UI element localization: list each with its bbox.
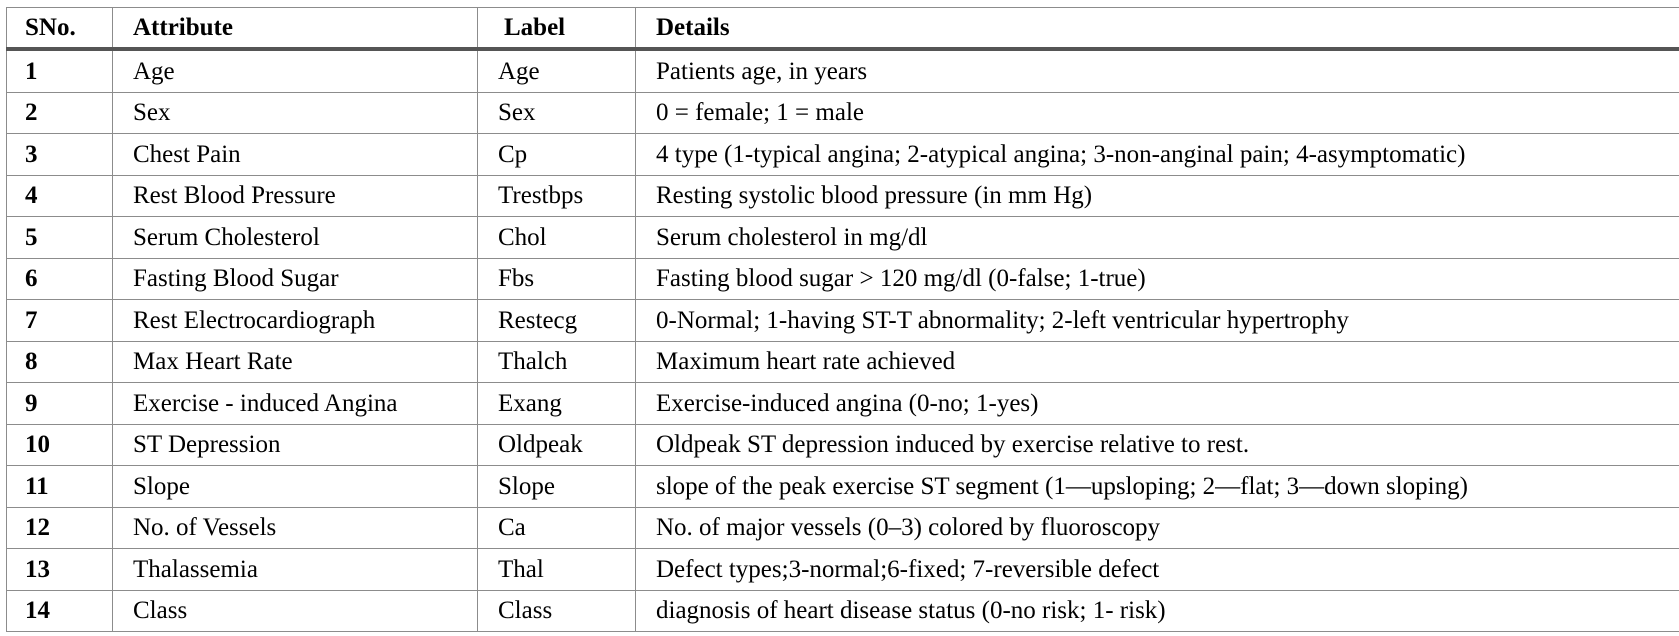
cell-label: Fbs <box>477 257 636 300</box>
cell-details: Defect types;3-normal;6-fixed; 7-reversi… <box>635 548 1679 591</box>
table-row: 11 Slope Slope slope of the peak exercis… <box>6 465 1679 508</box>
cell-details: Fasting blood sugar > 120 mg/dl (0-false… <box>635 257 1679 300</box>
cell-details: Oldpeak ST depression induced by exercis… <box>635 423 1679 466</box>
header-label: Label <box>477 7 636 51</box>
attribute-table: SNo. Attribute Label Details 1 Age Age P… <box>6 7 1679 632</box>
cell-attribute: Chest Pain <box>112 133 478 176</box>
cell-label: Cp <box>477 133 636 176</box>
cell-label: Class <box>477 589 636 632</box>
cell-details: Serum cholesterol in mg/dl <box>635 216 1679 259</box>
cell-attribute: Sex <box>112 91 478 134</box>
cell-label: Restecg <box>477 299 636 342</box>
cell-sno: 3 <box>6 133 113 176</box>
table-row: 14 Class Class diagnosis of heart diseas… <box>6 589 1679 632</box>
table-row: 5 Serum Cholesterol Chol Serum cholester… <box>6 216 1679 259</box>
table-row: 12 No. of Vessels Ca No. of major vessel… <box>6 506 1679 549</box>
cell-sno: 5 <box>6 216 113 259</box>
table-row: 4 Rest Blood Pressure Trestbps Resting s… <box>6 174 1679 217</box>
cell-sno: 13 <box>6 548 113 591</box>
cell-attribute: Serum Cholesterol <box>112 216 478 259</box>
cell-label: Exang <box>477 382 636 425</box>
cell-sno: 8 <box>6 340 113 383</box>
cell-details: 0-Normal; 1-having ST-T abnormality; 2-l… <box>635 299 1679 342</box>
cell-label: Age <box>477 48 636 93</box>
cell-sno: 2 <box>6 91 113 134</box>
cell-sno: 9 <box>6 382 113 425</box>
cell-details: 4 type (1-typical angina; 2-atypical ang… <box>635 133 1679 176</box>
table-body: 1 Age Age Patients age, in years 2 Sex S… <box>6 48 1679 632</box>
header-row: SNo. Attribute Label Details <box>6 7 1679 51</box>
table-row: 3 Chest Pain Cp 4 type (1-typical angina… <box>6 133 1679 176</box>
cell-attribute: Class <box>112 589 478 632</box>
cell-attribute: Rest Electrocardiograph <box>112 299 478 342</box>
cell-attribute: Exercise - induced Angina <box>112 382 478 425</box>
cell-sno: 10 <box>6 423 113 466</box>
table-row: 7 Rest Electrocardiograph Restecg 0-Norm… <box>6 299 1679 342</box>
cell-label: Ca <box>477 506 636 549</box>
table-row: 6 Fasting Blood Sugar Fbs Fasting blood … <box>6 257 1679 300</box>
cell-attribute: Rest Blood Pressure <box>112 174 478 217</box>
cell-label: Slope <box>477 465 636 508</box>
cell-details: Maximum heart rate achieved <box>635 340 1679 383</box>
cell-label: Oldpeak <box>477 423 636 466</box>
table-row: 2 Sex Sex 0 = female; 1 = male <box>6 91 1679 134</box>
cell-attribute: No. of Vessels <box>112 506 478 549</box>
table-row: 9 Exercise - induced Angina Exang Exerci… <box>6 382 1679 425</box>
cell-label: Trestbps <box>477 174 636 217</box>
cell-sno: 1 <box>6 48 113 93</box>
cell-attribute: Slope <box>112 465 478 508</box>
cell-sno: 7 <box>6 299 113 342</box>
header-sno: SNo. <box>6 7 113 51</box>
table-row: 1 Age Age Patients age, in years <box>6 48 1679 93</box>
table-row: 10 ST Depression Oldpeak Oldpeak ST depr… <box>6 423 1679 466</box>
cell-details: No. of major vessels (0–3) colored by fl… <box>635 506 1679 549</box>
cell-attribute: Age <box>112 48 478 93</box>
table-row: 8 Max Heart Rate Thalch Maximum heart ra… <box>6 340 1679 383</box>
cell-label: Thalch <box>477 340 636 383</box>
table-row: 13 Thalassemia Thal Defect types;3-norma… <box>6 548 1679 591</box>
cell-sno: 12 <box>6 506 113 549</box>
cell-attribute: ST Depression <box>112 423 478 466</box>
cell-label: Sex <box>477 91 636 134</box>
cell-details: 0 = female; 1 = male <box>635 91 1679 134</box>
cell-label: Chol <box>477 216 636 259</box>
cell-details: Patients age, in years <box>635 48 1679 93</box>
cell-sno: 4 <box>6 174 113 217</box>
header-details: Details <box>635 7 1679 51</box>
cell-sno: 6 <box>6 257 113 300</box>
cell-attribute: Max Heart Rate <box>112 340 478 383</box>
cell-label: Thal <box>477 548 636 591</box>
cell-details: slope of the peak exercise ST segment (1… <box>635 465 1679 508</box>
cell-details: diagnosis of heart disease status (0-no … <box>635 589 1679 632</box>
cell-details: Exercise-induced angina (0-no; 1-yes) <box>635 382 1679 425</box>
cell-details: Resting systolic blood pressure (in mm H… <box>635 174 1679 217</box>
cell-sno: 11 <box>6 465 113 508</box>
attribute-table-container: SNo. Attribute Label Details 1 Age Age P… <box>6 7 1679 632</box>
cell-sno: 14 <box>6 589 113 632</box>
cell-attribute: Thalassemia <box>112 548 478 591</box>
header-attribute: Attribute <box>112 7 478 51</box>
cell-attribute: Fasting Blood Sugar <box>112 257 478 300</box>
table-header: SNo. Attribute Label Details <box>6 7 1679 51</box>
